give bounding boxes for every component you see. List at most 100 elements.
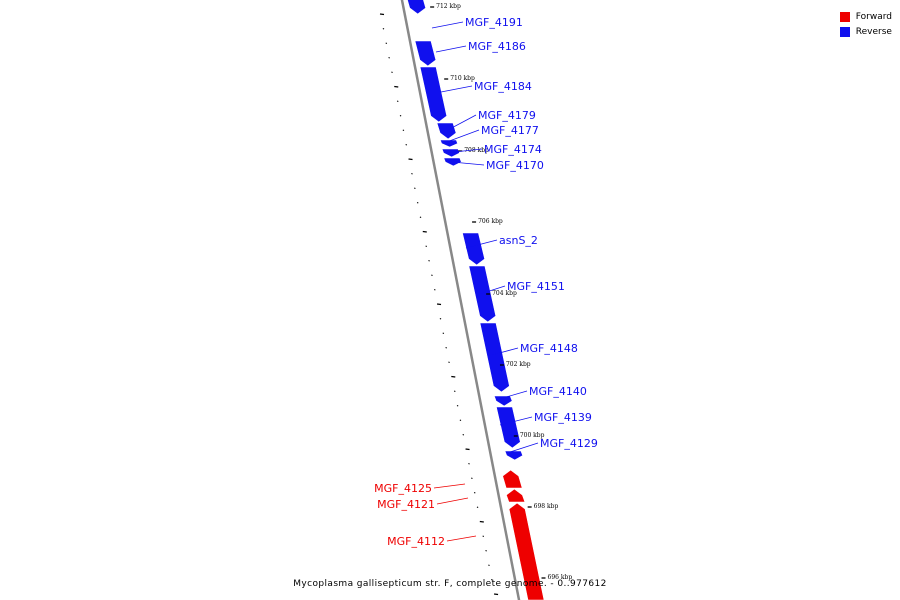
gene-label[interactable]: MGF_4148 [520,342,578,355]
guide-minor-mark [425,245,428,247]
gene-block[interactable] [505,488,526,503]
legend-forward-label: Forward [855,11,892,22]
guide-minor-mark [433,289,436,291]
gene-block[interactable] [479,322,510,393]
gene-label-leader [495,390,528,401]
guide-minor-mark [442,332,445,334]
guide-minor-mark [419,216,422,218]
gene-label-leader [499,416,533,426]
gene-label[interactable]: MGF_4112 [387,535,445,548]
gene-label[interactable]: MGF_4170 [486,159,544,172]
tick-label: 696 kbp [548,574,573,581]
guide-major-mark [479,520,484,523]
gene-label-leader [435,45,467,53]
gene-label-leader [451,161,485,166]
guide-minor-mark [405,144,408,146]
guide-major-mark [408,158,413,161]
guide-minor-mark [416,202,419,204]
guide-minor-mark [445,347,447,349]
gene-label[interactable]: MGF_4191 [465,16,523,29]
gene-label[interactable]: MGF_4186 [468,40,526,53]
gene-label-leader [443,129,480,144]
gene-block[interactable] [439,139,459,148]
gene-block[interactable] [468,265,497,323]
guide-major-mark [493,593,499,596]
gene-label-leader [433,483,466,489]
guide-minor-mark [453,390,456,392]
gene-block[interactable] [441,148,460,158]
gene-block[interactable] [502,469,523,489]
guide-minor-mark [476,506,479,508]
guide-major-mark [394,85,399,88]
legend-reverse-label: Reverse [855,26,892,37]
gene-label-leader [445,114,477,132]
tick-label: 710 kbp [450,75,475,82]
guide-minor-mark [428,260,430,262]
legend-forward: Forward [839,9,892,24]
guide-major-mark [379,13,385,16]
guide-minor-mark [431,274,433,276]
gene-label[interactable]: MGF_4179 [478,109,536,122]
tick-label: 698 kbp [534,503,559,510]
gene-label-leader [479,285,506,295]
gene-label-leader [487,347,519,357]
gene-block[interactable] [462,232,485,266]
gene-label[interactable]: MGF_4129 [540,437,598,450]
gene-blocks [406,0,545,600]
guide-minor-mark [456,405,459,407]
gene-label[interactable]: MGF_4151 [507,280,565,293]
guide-minor-mark [396,100,399,102]
guide-minor-mark [414,187,416,189]
guide-minor-mark [391,71,393,73]
gene-label-leader [506,442,539,454]
gene-block[interactable] [508,502,545,600]
tick-label: 700 kbp [520,432,545,439]
gene-label[interactable]: MGF_4121 [377,498,435,511]
guide-minor-mark [385,42,388,44]
tick-label: 712 kbp [436,3,461,10]
gene-block[interactable] [406,0,427,15]
guide-minor-mark [462,434,465,436]
gene-block[interactable] [493,395,513,407]
forward-swatch [839,11,850,22]
tick-label: 702 kbp [506,361,531,368]
guide-minor-mark [468,463,470,465]
legend-reverse: Reverse [839,24,892,39]
guide-minor-mark [471,477,473,479]
gene-label[interactable]: MGF_4140 [529,385,587,398]
guide-minor-mark [402,129,405,131]
guide-minor-mark [491,579,493,581]
guide-major-mark [451,375,456,378]
gene-block[interactable] [495,406,521,449]
guide-minor-mark [439,318,442,320]
guide-minor-mark [382,28,385,30]
guide-major-mark [422,230,427,233]
genome-backbone-line [400,0,521,600]
gene-label-leader [444,148,483,154]
guide-minor-mark [411,173,413,175]
guide-minor-mark [482,535,485,537]
genome-title: Mycoplasma gallisepticum str. F, complet… [293,579,607,589]
outer-dotted-guide [379,13,499,596]
gene-label-leader [431,21,464,29]
gene-label-leader [446,535,477,542]
legend: Forward Reverse [839,9,892,39]
gene-label[interactable]: asnS_2 [499,234,538,247]
gene-block[interactable] [414,40,437,67]
gene-label[interactable]: MGF_4184 [474,80,532,93]
gene-label[interactable]: MGF_4174 [484,143,542,156]
gene-label[interactable]: MGF_4177 [481,124,539,137]
gene-label-leader [440,85,473,93]
guide-major-mark [465,448,470,451]
gene-label[interactable]: MGF_4139 [534,411,592,424]
tick-label: 704 kbp [492,290,517,297]
gene-block[interactable] [504,450,524,461]
gene-block[interactable] [419,66,448,123]
gene-label[interactable]: MGF_4125 [374,482,432,495]
gene-label-leader [436,497,469,505]
guide-minor-mark [485,550,487,552]
guide-minor-mark [388,57,390,59]
tick-label: 706 kbp [478,218,503,225]
tick-label: 708 kbp [464,147,489,154]
